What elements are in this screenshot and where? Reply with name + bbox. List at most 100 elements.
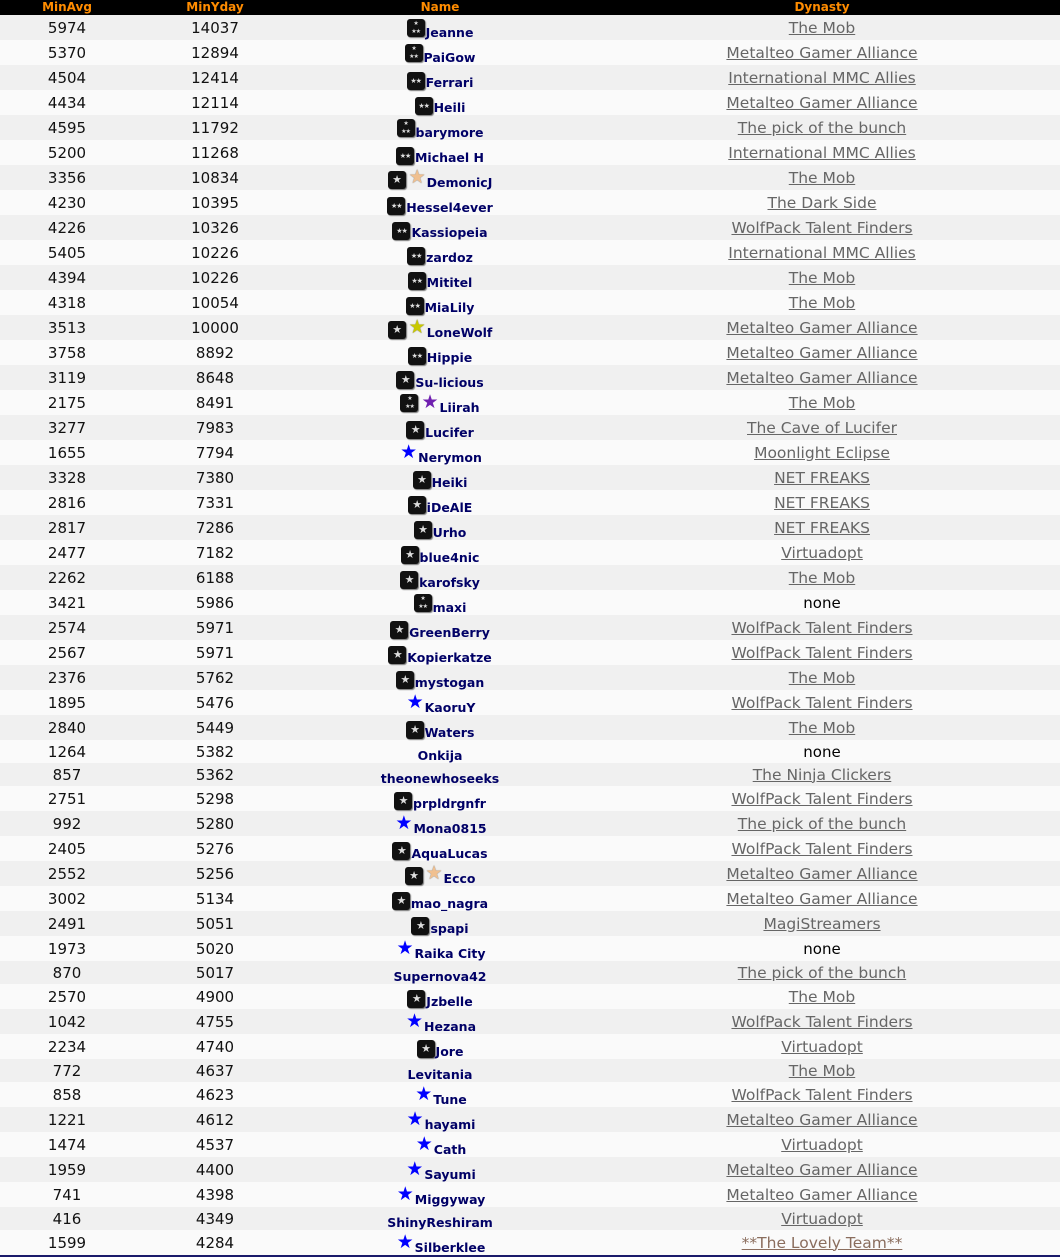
player-name[interactable]: AquaLucas: [411, 846, 488, 861]
dynasty-link[interactable]: Metalteo Gamer Alliance: [726, 368, 918, 387]
dynasty-link[interactable]: WolfPack Talent Finders: [731, 1085, 913, 1104]
dynasty-link[interactable]: NET FREAKS: [774, 493, 870, 512]
player-name[interactable]: Ecco: [443, 871, 476, 886]
player-name[interactable]: iDeAlE: [426, 500, 473, 515]
player-name[interactable]: Hessel4ever: [406, 200, 493, 215]
dynasty-link[interactable]: Virtuadopt: [781, 1135, 863, 1154]
dynasty-link[interactable]: The Mob: [788, 268, 856, 287]
player-name[interactable]: maxi: [432, 600, 467, 615]
player-name[interactable]: Ferrari: [425, 75, 474, 90]
player-name[interactable]: Kopierkatze: [407, 650, 492, 665]
player-name[interactable]: Hippie: [426, 350, 473, 365]
dynasty-link[interactable]: Metalteo Gamer Alliance: [726, 864, 918, 883]
dynasty-link[interactable]: The Mob: [788, 293, 856, 312]
dynasty-link[interactable]: WolfPack Talent Finders: [731, 643, 913, 662]
player-name[interactable]: mao_nagra: [410, 896, 489, 911]
dynasty-link[interactable]: NET FREAKS: [774, 468, 870, 487]
player-name[interactable]: karofsky: [419, 575, 480, 590]
player-name[interactable]: mystogan: [414, 675, 485, 690]
player-name[interactable]: Tune: [433, 1092, 467, 1107]
player-name[interactable]: Jzbelle: [426, 994, 473, 1009]
dynasty-link[interactable]: **The Lovely Team**: [741, 1233, 903, 1252]
player-name[interactable]: Urho: [432, 525, 467, 540]
dynasty-link[interactable]: The pick of the bunch: [737, 118, 907, 137]
dynasty-link[interactable]: Metalteo Gamer Alliance: [726, 318, 918, 337]
player-name[interactable]: PaiGow: [423, 50, 476, 65]
player-name[interactable]: GreenBerry: [409, 625, 490, 640]
dynasty-link[interactable]: Virtuadopt: [781, 1037, 863, 1056]
player-name[interactable]: zardoz: [426, 250, 473, 265]
player-name[interactable]: LoneWolf: [426, 325, 493, 340]
player-name[interactable]: DemonicJ: [426, 175, 493, 190]
dynasty-link[interactable]: Metalteo Gamer Alliance: [726, 1185, 918, 1204]
header-minavg[interactable]: MinAvg: [42, 0, 92, 14]
player-name[interactable]: Sayumi: [424, 1167, 476, 1182]
dynasty-link[interactable]: International MMC Allies: [728, 243, 916, 262]
player-name[interactable]: Jeanne: [425, 25, 474, 40]
dynasty-link[interactable]: Virtuadopt: [781, 543, 863, 562]
player-name[interactable]: Hezana: [424, 1019, 477, 1034]
dynasty-link[interactable]: The Mob: [788, 668, 856, 687]
dynasty-link[interactable]: The Mob: [788, 568, 856, 587]
dynasty-link[interactable]: WolfPack Talent Finders: [731, 839, 913, 858]
dynasty-link[interactable]: NET FREAKS: [774, 518, 870, 537]
dynasty-link[interactable]: The Mob: [788, 18, 856, 37]
player-name[interactable]: Su-licious: [415, 375, 484, 390]
dynasty-link[interactable]: WolfPack Talent Finders: [731, 693, 913, 712]
dynasty-link[interactable]: Metalteo Gamer Alliance: [726, 889, 918, 908]
dynasty-link[interactable]: The Mob: [788, 1061, 856, 1080]
dynasty-link[interactable]: The Mob: [788, 168, 856, 187]
player-name[interactable]: Heiki: [431, 475, 468, 490]
dynasty-link[interactable]: Metalteo Gamer Alliance: [726, 43, 918, 62]
player-name[interactable]: Jore: [435, 1044, 464, 1059]
player-name[interactable]: Nerymon: [418, 450, 482, 465]
player-name[interactable]: Waters: [424, 725, 475, 740]
dynasty-link[interactable]: WolfPack Talent Finders: [731, 618, 913, 637]
player-name[interactable]: Raika City: [414, 946, 486, 961]
header-minyday[interactable]: MinYday: [186, 0, 244, 14]
dynasty-link[interactable]: Metalteo Gamer Alliance: [726, 1110, 918, 1129]
player-name[interactable]: blue4nic: [419, 550, 480, 565]
dynasty-link[interactable]: Metalteo Gamer Alliance: [726, 1160, 918, 1179]
player-name[interactable]: theonewhoseeks: [380, 771, 500, 786]
player-name[interactable]: Levitania: [407, 1067, 473, 1082]
dynasty-link[interactable]: WolfPack Talent Finders: [731, 789, 913, 808]
dynasty-link[interactable]: WolfPack Talent Finders: [731, 218, 913, 237]
dynasty-link[interactable]: The pick of the bunch: [737, 814, 907, 833]
player-name[interactable]: Supernova42: [393, 969, 487, 984]
dynasty-link[interactable]: Virtuadopt: [781, 1209, 863, 1228]
player-name[interactable]: ShinyReshiram: [387, 1215, 493, 1230]
dynasty-link[interactable]: Moonlight Eclipse: [754, 443, 890, 462]
player-name[interactable]: Cath: [433, 1142, 467, 1157]
player-name[interactable]: Heili: [433, 100, 466, 115]
player-name[interactable]: Lucifer: [425, 425, 474, 440]
dynasty-link[interactable]: International MMC Allies: [728, 143, 916, 162]
header-dynasty[interactable]: Dynasty: [794, 0, 850, 14]
player-name[interactable]: Mona0815: [413, 821, 487, 836]
player-name[interactable]: Silberklee: [414, 1240, 486, 1255]
dynasty-link[interactable]: The Mob: [788, 718, 856, 737]
player-name[interactable]: Mititel: [426, 275, 473, 290]
player-name[interactable]: Kassiopeia: [411, 225, 488, 240]
player-name[interactable]: KaoruY: [424, 700, 476, 715]
player-name[interactable]: Miggyway: [414, 1192, 486, 1207]
dynasty-link[interactable]: The Dark Side: [767, 193, 877, 212]
dynasty-link[interactable]: The Mob: [788, 393, 856, 412]
player-name[interactable]: hayami: [424, 1117, 476, 1132]
dynasty-link[interactable]: The Cave of Lucifer: [747, 418, 897, 437]
player-name[interactable]: barymore: [415, 125, 484, 140]
dynasty-link[interactable]: The pick of the bunch: [737, 963, 907, 982]
player-name[interactable]: prpldrgnfr: [413, 796, 486, 811]
dynasty-link[interactable]: Metalteo Gamer Alliance: [726, 93, 918, 112]
player-name[interactable]: MiaLily: [424, 300, 475, 315]
player-name[interactable]: Liirah: [439, 400, 480, 415]
header-name[interactable]: Name: [420, 0, 460, 14]
dynasty-link[interactable]: MagiStreamers: [763, 914, 881, 933]
player-name[interactable]: spapi: [430, 921, 469, 936]
dynasty-link[interactable]: International MMC Allies: [728, 68, 916, 87]
dynasty-link[interactable]: WolfPack Talent Finders: [731, 1012, 913, 1031]
player-name[interactable]: Michael H: [414, 150, 485, 165]
dynasty-link[interactable]: The Mob: [788, 987, 856, 1006]
dynasty-link[interactable]: Metalteo Gamer Alliance: [726, 343, 918, 362]
player-name[interactable]: Onkija: [417, 748, 463, 763]
